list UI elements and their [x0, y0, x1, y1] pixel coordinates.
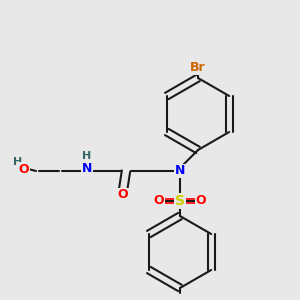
Text: Br: Br — [190, 61, 206, 74]
Text: O: O — [154, 194, 164, 208]
Text: S: S — [175, 194, 185, 208]
Text: O: O — [19, 163, 29, 176]
Text: N: N — [82, 161, 92, 175]
Text: H: H — [14, 157, 22, 167]
Text: N: N — [175, 164, 185, 178]
Text: O: O — [196, 194, 206, 208]
Text: O: O — [118, 188, 128, 202]
Text: H: H — [82, 151, 91, 161]
